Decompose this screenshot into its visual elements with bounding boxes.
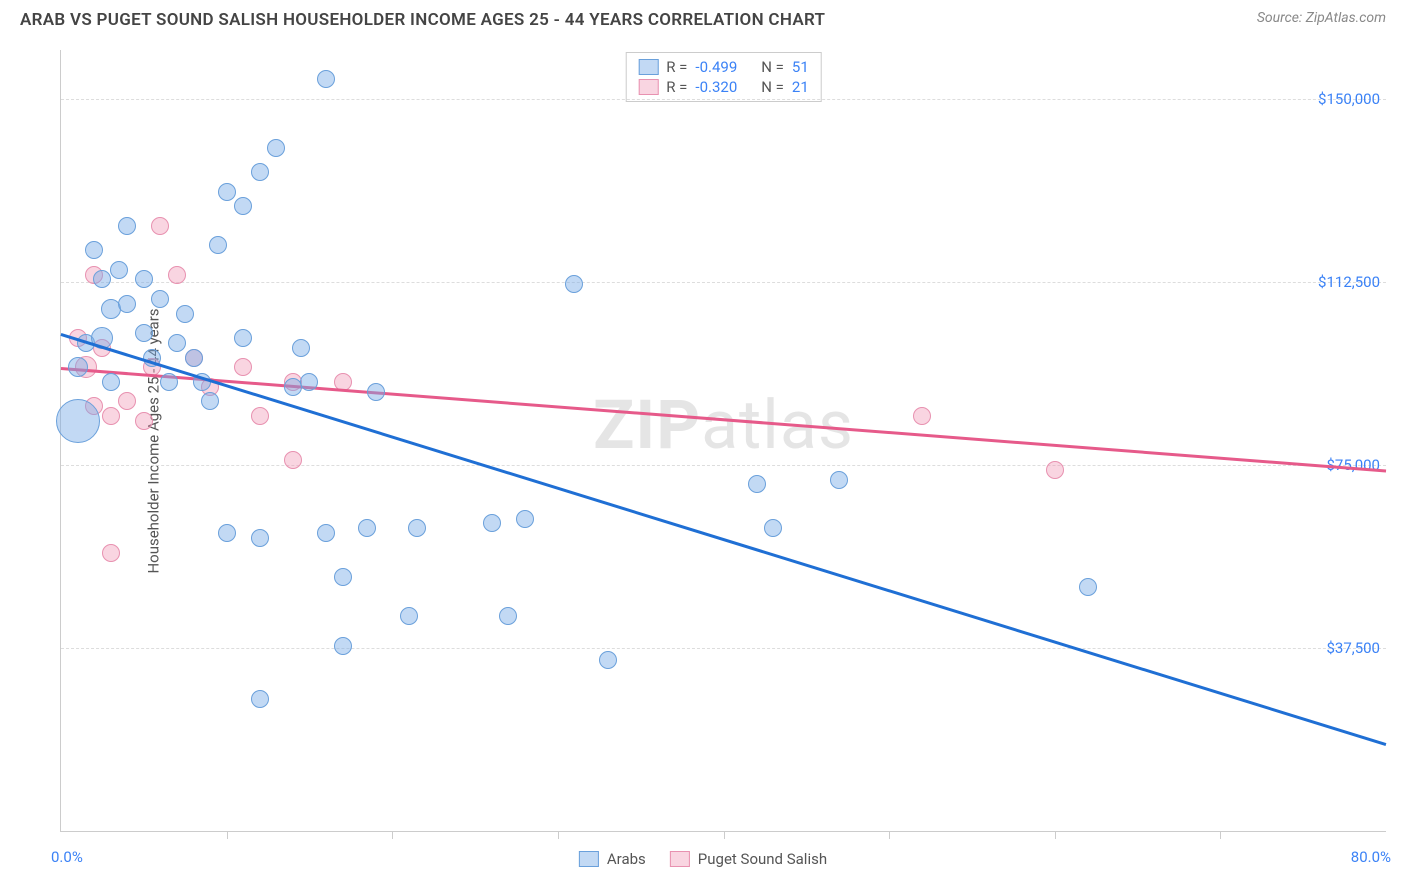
data-point (499, 607, 517, 625)
data-point (565, 275, 583, 293)
data-point (118, 295, 136, 313)
data-point (1046, 461, 1064, 479)
data-point (334, 637, 352, 655)
data-point (1079, 578, 1097, 596)
data-point (358, 519, 376, 537)
data-point (234, 329, 252, 347)
data-point (748, 475, 766, 493)
x-axis-min-label: 0.0% (51, 848, 83, 866)
y-tick-label: $112,500 (1318, 273, 1380, 291)
data-point (284, 451, 302, 469)
data-point (110, 261, 128, 279)
data-point (292, 339, 310, 357)
data-point (267, 139, 285, 157)
gridline (61, 648, 1386, 649)
chart-title: ARAB VS PUGET SOUND SALISH HOUSEHOLDER I… (20, 10, 825, 30)
data-point (334, 568, 352, 586)
legend-item-arabs: Arabs (579, 850, 646, 868)
data-point (516, 510, 534, 528)
data-point (185, 349, 203, 367)
chart-plot-area: Householder Income Ages 25 - 44 years ZI… (60, 50, 1386, 832)
data-point (218, 183, 236, 201)
legend-label: Puget Sound Salish (698, 850, 827, 868)
data-point (102, 544, 120, 562)
data-point (118, 217, 136, 235)
data-point (367, 383, 385, 401)
data-point (251, 163, 269, 181)
data-point (830, 471, 848, 489)
data-point (317, 524, 335, 542)
data-point (234, 197, 252, 215)
x-tick (392, 831, 393, 839)
data-point (56, 399, 100, 443)
data-point (201, 392, 219, 410)
data-point (85, 241, 103, 259)
gridline (61, 99, 1386, 100)
legend-row-salish: R = -0.320 N = 21 (638, 77, 809, 97)
data-point (168, 266, 186, 284)
chart-header: ARAB VS PUGET SOUND SALISH HOUSEHOLDER I… (0, 0, 1406, 30)
gridline (61, 465, 1386, 466)
legend-row-arabs: R = -0.499 N = 51 (638, 57, 809, 77)
chart-source: Source: ZipAtlas.com (1257, 10, 1386, 26)
data-point (168, 334, 186, 352)
x-axis-max-label: 80.0% (1351, 848, 1391, 866)
x-tick (227, 831, 228, 839)
data-point (93, 270, 111, 288)
data-point (218, 524, 236, 542)
swatch-salish (638, 79, 658, 95)
correlation-legend: R = -0.499 N = 51 R = -0.320 N = 21 (625, 52, 822, 102)
data-point (599, 651, 617, 669)
data-point (176, 305, 194, 323)
data-point (234, 358, 252, 376)
data-point (251, 529, 269, 547)
data-point (160, 373, 178, 391)
data-point (764, 519, 782, 537)
data-point (483, 514, 501, 532)
data-point (118, 392, 136, 410)
data-point (151, 217, 169, 235)
data-point (102, 407, 120, 425)
x-tick (889, 831, 890, 839)
data-point (251, 690, 269, 708)
x-tick (1055, 831, 1056, 839)
data-point (68, 357, 88, 377)
legend-label: Arabs (607, 850, 646, 868)
gridline (61, 282, 1386, 283)
data-point (300, 373, 318, 391)
data-point (408, 519, 426, 537)
data-point (135, 412, 153, 430)
swatch-arabs (579, 851, 599, 867)
x-tick (558, 831, 559, 839)
legend-item-salish: Puget Sound Salish (670, 850, 827, 868)
data-point (209, 236, 227, 254)
y-tick-label: $37,500 (1326, 639, 1380, 657)
x-tick (724, 831, 725, 839)
swatch-arabs (638, 59, 658, 75)
data-point (135, 324, 153, 342)
x-tick (1220, 831, 1221, 839)
data-point (135, 270, 153, 288)
swatch-salish (670, 851, 690, 867)
data-point (251, 407, 269, 425)
data-point (151, 290, 169, 308)
data-point (284, 378, 302, 396)
data-point (317, 70, 335, 88)
series-legend: Arabs Puget Sound Salish (579, 850, 827, 868)
data-point (913, 407, 931, 425)
data-point (400, 607, 418, 625)
y-tick-label: $150,000 (1318, 90, 1380, 108)
data-point (102, 373, 120, 391)
